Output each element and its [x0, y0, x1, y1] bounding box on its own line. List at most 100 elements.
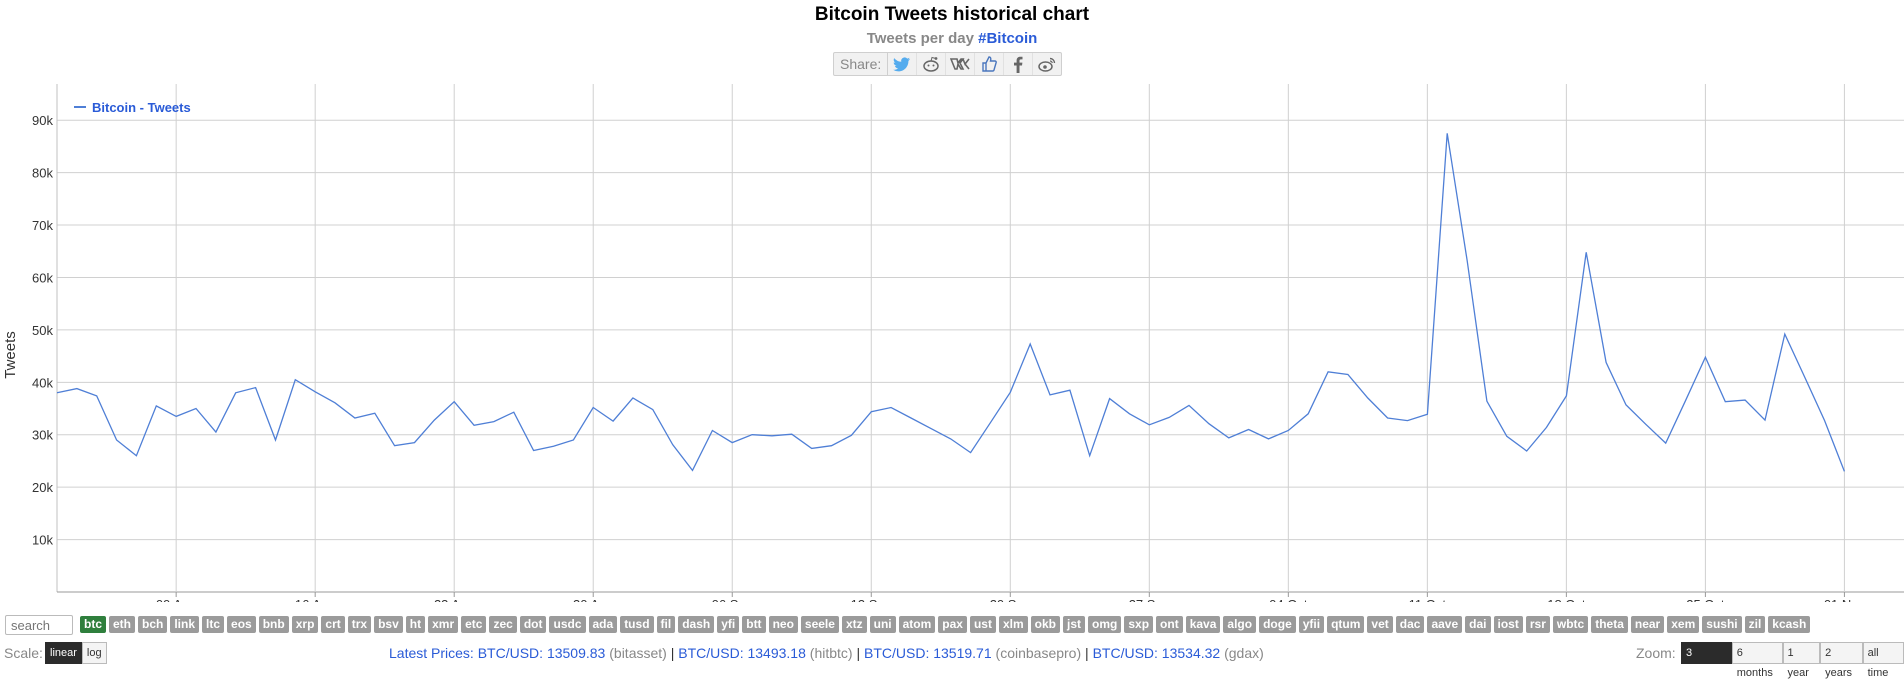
coin-button-eth[interactable]: eth [109, 616, 135, 633]
y-tick-label: 60k [32, 270, 53, 285]
price-exchange: (bitasset) [609, 645, 667, 661]
scale-label: Scale: [4, 645, 43, 661]
coin-button-omg[interactable]: omg [1088, 616, 1122, 633]
coin-button-eos[interactable]: eos [227, 616, 256, 633]
coin-button-atom[interactable]: atom [898, 616, 936, 633]
coin-button-dai[interactable]: dai [1465, 616, 1491, 633]
x-tick-label: 01 Nov [1824, 597, 1866, 602]
coin-button-xrp[interactable]: xrp [291, 616, 319, 633]
facebook-icon[interactable] [1004, 53, 1034, 75]
price-pair: BTC/USD: [864, 645, 930, 661]
price-link[interactable]: BTC/USD: 13519.71 (coinbasepro) [864, 645, 1081, 661]
coin-button-sushi[interactable]: sushi [1702, 616, 1742, 633]
coin-button-seele[interactable]: seele [800, 616, 839, 633]
coin-button-etc[interactable]: etc [461, 616, 487, 633]
zoom-button-1-year[interactable]: 1 year [1782, 642, 1821, 679]
coin-button-btc[interactable]: btc [80, 616, 106, 633]
coin-button-fil[interactable]: fil [656, 616, 676, 633]
scale-buttons: linear log [45, 642, 107, 664]
coin-button-crt[interactable]: crt [321, 616, 345, 633]
price-pair: BTC/USD: [477, 645, 544, 661]
price-pair: BTC/USD: [1092, 645, 1158, 661]
grid [56, 84, 1904, 593]
price-value: 13509.83 [546, 645, 606, 661]
subtitle-text: Tweets per day [866, 30, 974, 47]
x-axis: 09 Aug 16 Aug 23 Aug 30 Aug 06 Sep 13 Sep 20 S… [156, 592, 1866, 602]
zoom-button-2-years[interactable]: 2 years [1820, 642, 1863, 679]
legend[interactable]: Bitcoin - Tweets [74, 100, 191, 115]
coin-button-ust[interactable]: ust [969, 616, 996, 633]
coin-button-ltc[interactable]: ltc [202, 616, 225, 633]
search-input[interactable] [5, 615, 73, 635]
coin-button-kava[interactable]: kava [1185, 616, 1221, 633]
zoom-button-6-months[interactable]: 6 months [1731, 642, 1783, 679]
coin-button-wbtc[interactable]: wbtc [1552, 616, 1589, 633]
coin-button-ada[interactable]: ada [588, 616, 618, 633]
coin-button-vet[interactable]: vet [1367, 616, 1393, 633]
coin-button-iost[interactable]: iost [1493, 616, 1523, 633]
vk-icon[interactable] [946, 53, 976, 75]
y-tick-label: 90k [32, 113, 53, 128]
x-tick-label: 27 Sep [1129, 597, 1170, 602]
coin-button-doge[interactable]: doge [1259, 616, 1296, 633]
coin-button-btt[interactable]: btt [742, 616, 766, 633]
coin-button-algo[interactable]: algo [1223, 616, 1257, 633]
coin-button-link[interactable]: link [170, 616, 200, 633]
x-tick-label: 06 Sep [712, 597, 753, 602]
coin-button-qtum[interactable]: qtum [1327, 616, 1365, 633]
coin-button-uni[interactable]: uni [869, 616, 896, 633]
coin-button-dac[interactable]: dac [1395, 616, 1425, 633]
hashtag-link[interactable]: #Bitcoin [978, 30, 1038, 47]
zoom-label: Zoom: [1636, 645, 1676, 661]
coin-button-bsv[interactable]: bsv [374, 616, 403, 633]
coin-button-jst[interactable]: jst [1063, 616, 1086, 633]
y-tick-label: 80k [32, 166, 53, 181]
zoom-buttons: 3 months 6 months 1 year 2 years all time [1681, 642, 1904, 679]
weibo-icon[interactable] [1033, 53, 1061, 75]
coin-button-near[interactable]: near [1630, 616, 1665, 633]
zoom-button-3-months[interactable]: 3 months [1681, 642, 1732, 679]
coin-button-tusd[interactable]: tusd [620, 616, 654, 633]
coin-button-zec[interactable]: zec [489, 616, 517, 633]
coin-button-zil[interactable]: zil [1744, 616, 1766, 633]
coin-button-bnb[interactable]: bnb [258, 616, 289, 633]
coin-button-xtz[interactable]: xtz [841, 616, 867, 633]
coin-button-xem[interactable]: xem [1667, 616, 1700, 633]
coin-button-pax[interactable]: pax [938, 616, 967, 633]
coin-button-sxp[interactable]: sxp [1124, 616, 1154, 633]
coin-button-aave[interactable]: aave [1427, 616, 1463, 633]
legend-label: Bitcoin - Tweets [92, 100, 191, 115]
coin-button-xlm[interactable]: xlm [998, 616, 1028, 633]
coin-button-dash[interactable]: dash [678, 616, 715, 633]
scale-log-button[interactable]: log [81, 642, 107, 664]
coin-button-yfi[interactable]: yfi [717, 616, 740, 633]
price-link[interactable]: BTC/USD: 13493.18 (hitbtc) [678, 645, 852, 661]
coin-button-trx[interactable]: trx [347, 616, 372, 633]
coin-button-bch[interactable]: bch [138, 616, 168, 633]
coin-button-rsr[interactable]: rsr [1525, 616, 1550, 633]
y-tick-label: 70k [32, 218, 53, 233]
price-link[interactable]: BTC/USD: 13534.32 (gdax) [1093, 645, 1264, 661]
price-value: 13493.18 [747, 645, 806, 661]
price-separator: | [852, 645, 864, 661]
coin-button-okb[interactable]: okb [1030, 616, 1060, 633]
like-icon[interactable] [975, 53, 1005, 75]
coin-button-dot[interactable]: dot [519, 616, 547, 633]
coin-button-usdc[interactable]: usdc [549, 616, 586, 633]
zoom-button-all-time[interactable]: all time [1862, 642, 1904, 679]
reddit-icon[interactable] [917, 53, 947, 75]
price-link[interactable]: BTC/USD: 13509.83 (bitasset) [478, 645, 667, 661]
x-tick-label: 18 Oct [1547, 597, 1586, 602]
coin-button-neo[interactable]: neo [768, 616, 798, 633]
coin-button-ht[interactable]: ht [405, 616, 426, 633]
twitter-icon[interactable] [888, 53, 918, 75]
coin-button-kcash[interactable]: kcash [1768, 616, 1811, 633]
y-axis-label: Tweets [2, 331, 19, 379]
coin-button-theta[interactable]: theta [1591, 616, 1628, 633]
price-value: 13534.32 [1161, 645, 1221, 661]
x-tick-label: 09 Aug [156, 597, 197, 602]
scale-linear-button[interactable]: linear [45, 642, 82, 664]
coin-button-xmr[interactable]: xmr [428, 616, 459, 633]
coin-button-ont[interactable]: ont [1156, 616, 1183, 633]
coin-button-yfii[interactable]: yfii [1298, 616, 1325, 633]
